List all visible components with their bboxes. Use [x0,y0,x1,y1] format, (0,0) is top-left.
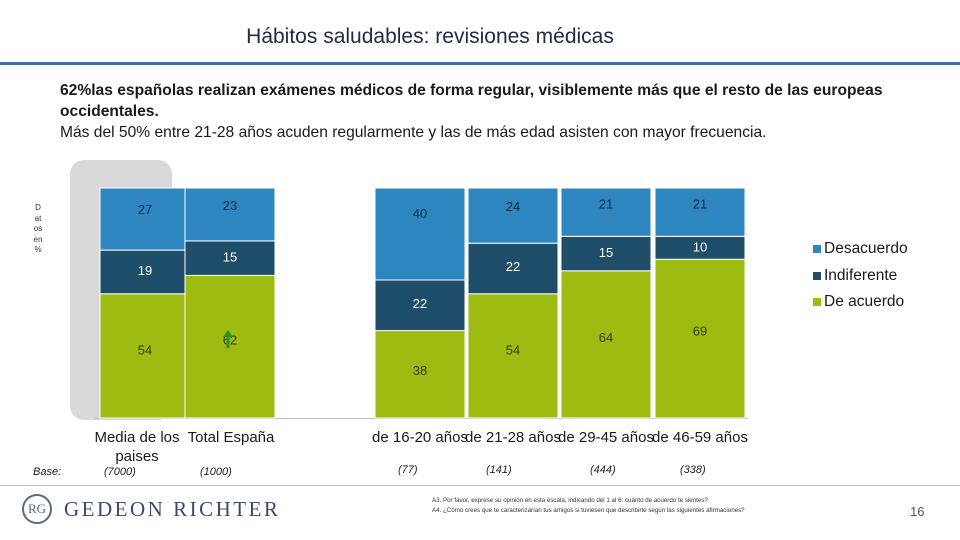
bar-de-acuerdo-de-21-28-anos [467,293,559,419]
category-label-de-29-45-anos: de 29-45 años [558,429,654,446]
legend-label-indiferente: Indiferente [824,266,898,284]
value-label-de-acuerdo-de-29-45-anos: 64 [599,330,613,345]
category-label-total-espana: Total España [187,429,275,446]
value-label-de-acuerdo-de-16-20-anos: 38 [413,363,427,378]
value-label-desacuerdo-de-46-59-anos: 21 [693,196,707,211]
up-arrow-icon [223,330,233,348]
footnote-line-2: A4. ¿Cómo crees que te caracterizarían t… [432,507,745,514]
page-title: Hábitos saludables: revisiones médicas [246,25,614,48]
legend-swatch-de-acuerdo [813,298,821,307]
bar-desacuerdo-de-29-45-anos [560,187,652,237]
category-label-de-46-59-anos: de 46-59 años [652,429,748,446]
units-label: Datos en % [33,203,43,254]
bar-indiferente-media-de-los-paises [99,249,191,295]
value-label-indiferente-media-de-los-paises: 19 [138,263,152,278]
base-value-media-de-los-paises: (7000) [104,466,136,478]
legend-label-de-acuerdo: De acuerdo [824,293,905,310]
value-label-indiferente-de-29-45-anos: 15 [599,245,613,260]
legend-label-desacuerdo: Desacuerdo [824,240,908,257]
lead-line-2: Más del 50% entre 21-28 años acuden regu… [60,124,767,141]
category-label-de-16-20-anos: de 16-20 años [372,429,468,446]
value-label-de-acuerdo-de-21-28-anos: 54 [506,343,520,358]
value-label-indiferente-de-21-28-anos: 22 [506,259,520,274]
value-label-indiferente-de-46-59-anos: 10 [693,240,707,255]
bar-desacuerdo-de-16-20-anos [374,187,466,281]
value-label-desacuerdo-de-29-45-anos: 21 [599,196,613,211]
bar-indiferente-de-21-28-anos [467,242,559,295]
bar-de-acuerdo-media-de-los-paises [99,293,191,419]
title-divider [0,62,960,65]
value-label-indiferente-total-espana: 15 [223,249,237,264]
bar-indiferente-de-16-20-anos [374,279,466,332]
page-number: 16 [910,504,925,519]
bar-indiferente-total-espana [184,240,276,276]
value-label-desacuerdo-de-21-28-anos: 24 [506,199,520,214]
base-value-de-16-20-anos: (77) [398,464,418,476]
base-value-de-21-28-anos: (141) [486,464,512,476]
bar-desacuerdo-de-46-59-anos [654,187,746,237]
legend-item-indiferente: Indiferente [813,263,908,290]
legend-item-de-acuerdo: De acuerdo [813,289,908,316]
bar-desacuerdo-total-espana [184,187,276,242]
value-label-de-acuerdo-media-de-los-paises: 54 [138,343,152,358]
footnote-line-1: A3. Por favor, exprese su opinión en est… [432,497,708,504]
bar-desacuerdo-media-de-los-paises [99,187,191,251]
value-label-desacuerdo-media-de-los-paises: 27 [138,202,152,217]
value-label-de-acuerdo-de-46-59-anos: 69 [693,324,707,339]
base-value-de-29-45-anos: (444) [590,464,616,476]
lead-line-1: 62%las españolas realizan exámenes médic… [60,82,883,120]
footer-divider [0,485,960,486]
bar-de-acuerdo-de-46-59-anos [654,258,746,419]
legend-swatch-desacuerdo [813,245,821,254]
bar-de-acuerdo-de-29-45-anos [560,270,652,419]
bar-de-acuerdo-total-espana [184,274,276,419]
chart-legend: Desacuerdo Indiferente De acuerdo [813,236,908,316]
base-value-de-46-59-anos: (338) [680,464,706,476]
base-value-total-espana: (1000) [200,466,232,478]
value-label-desacuerdo-total-espana: 23 [223,198,237,213]
logo-wordmark: GEDEON RICHTER [64,496,281,521]
value-label-desacuerdo-de-16-20-anos: 40 [413,206,427,221]
lead-text: 62%las españolas realizan exámenes médic… [60,80,900,143]
logo-mark-icon: RG [22,494,52,524]
footnote: A3. Por favor, exprese su opinión en est… [432,496,852,516]
legend-swatch-indiferente [813,271,821,280]
value-label-indiferente-de-16-20-anos: 22 [413,296,427,311]
legend-item-desacuerdo: Desacuerdo [813,236,908,263]
category-label-de-21-28-anos: de 21-28 años [465,429,561,446]
category-label-media-de-los-paises: Media de los paises [94,429,180,465]
base-label: Base: [33,466,62,478]
company-logo: RG GEDEON RICHTER [22,494,280,524]
bar-indiferente-de-29-45-anos [560,235,652,272]
bar-de-acuerdo-de-16-20-anos [374,330,466,419]
bar-desacuerdo-de-21-28-anos [467,187,559,244]
